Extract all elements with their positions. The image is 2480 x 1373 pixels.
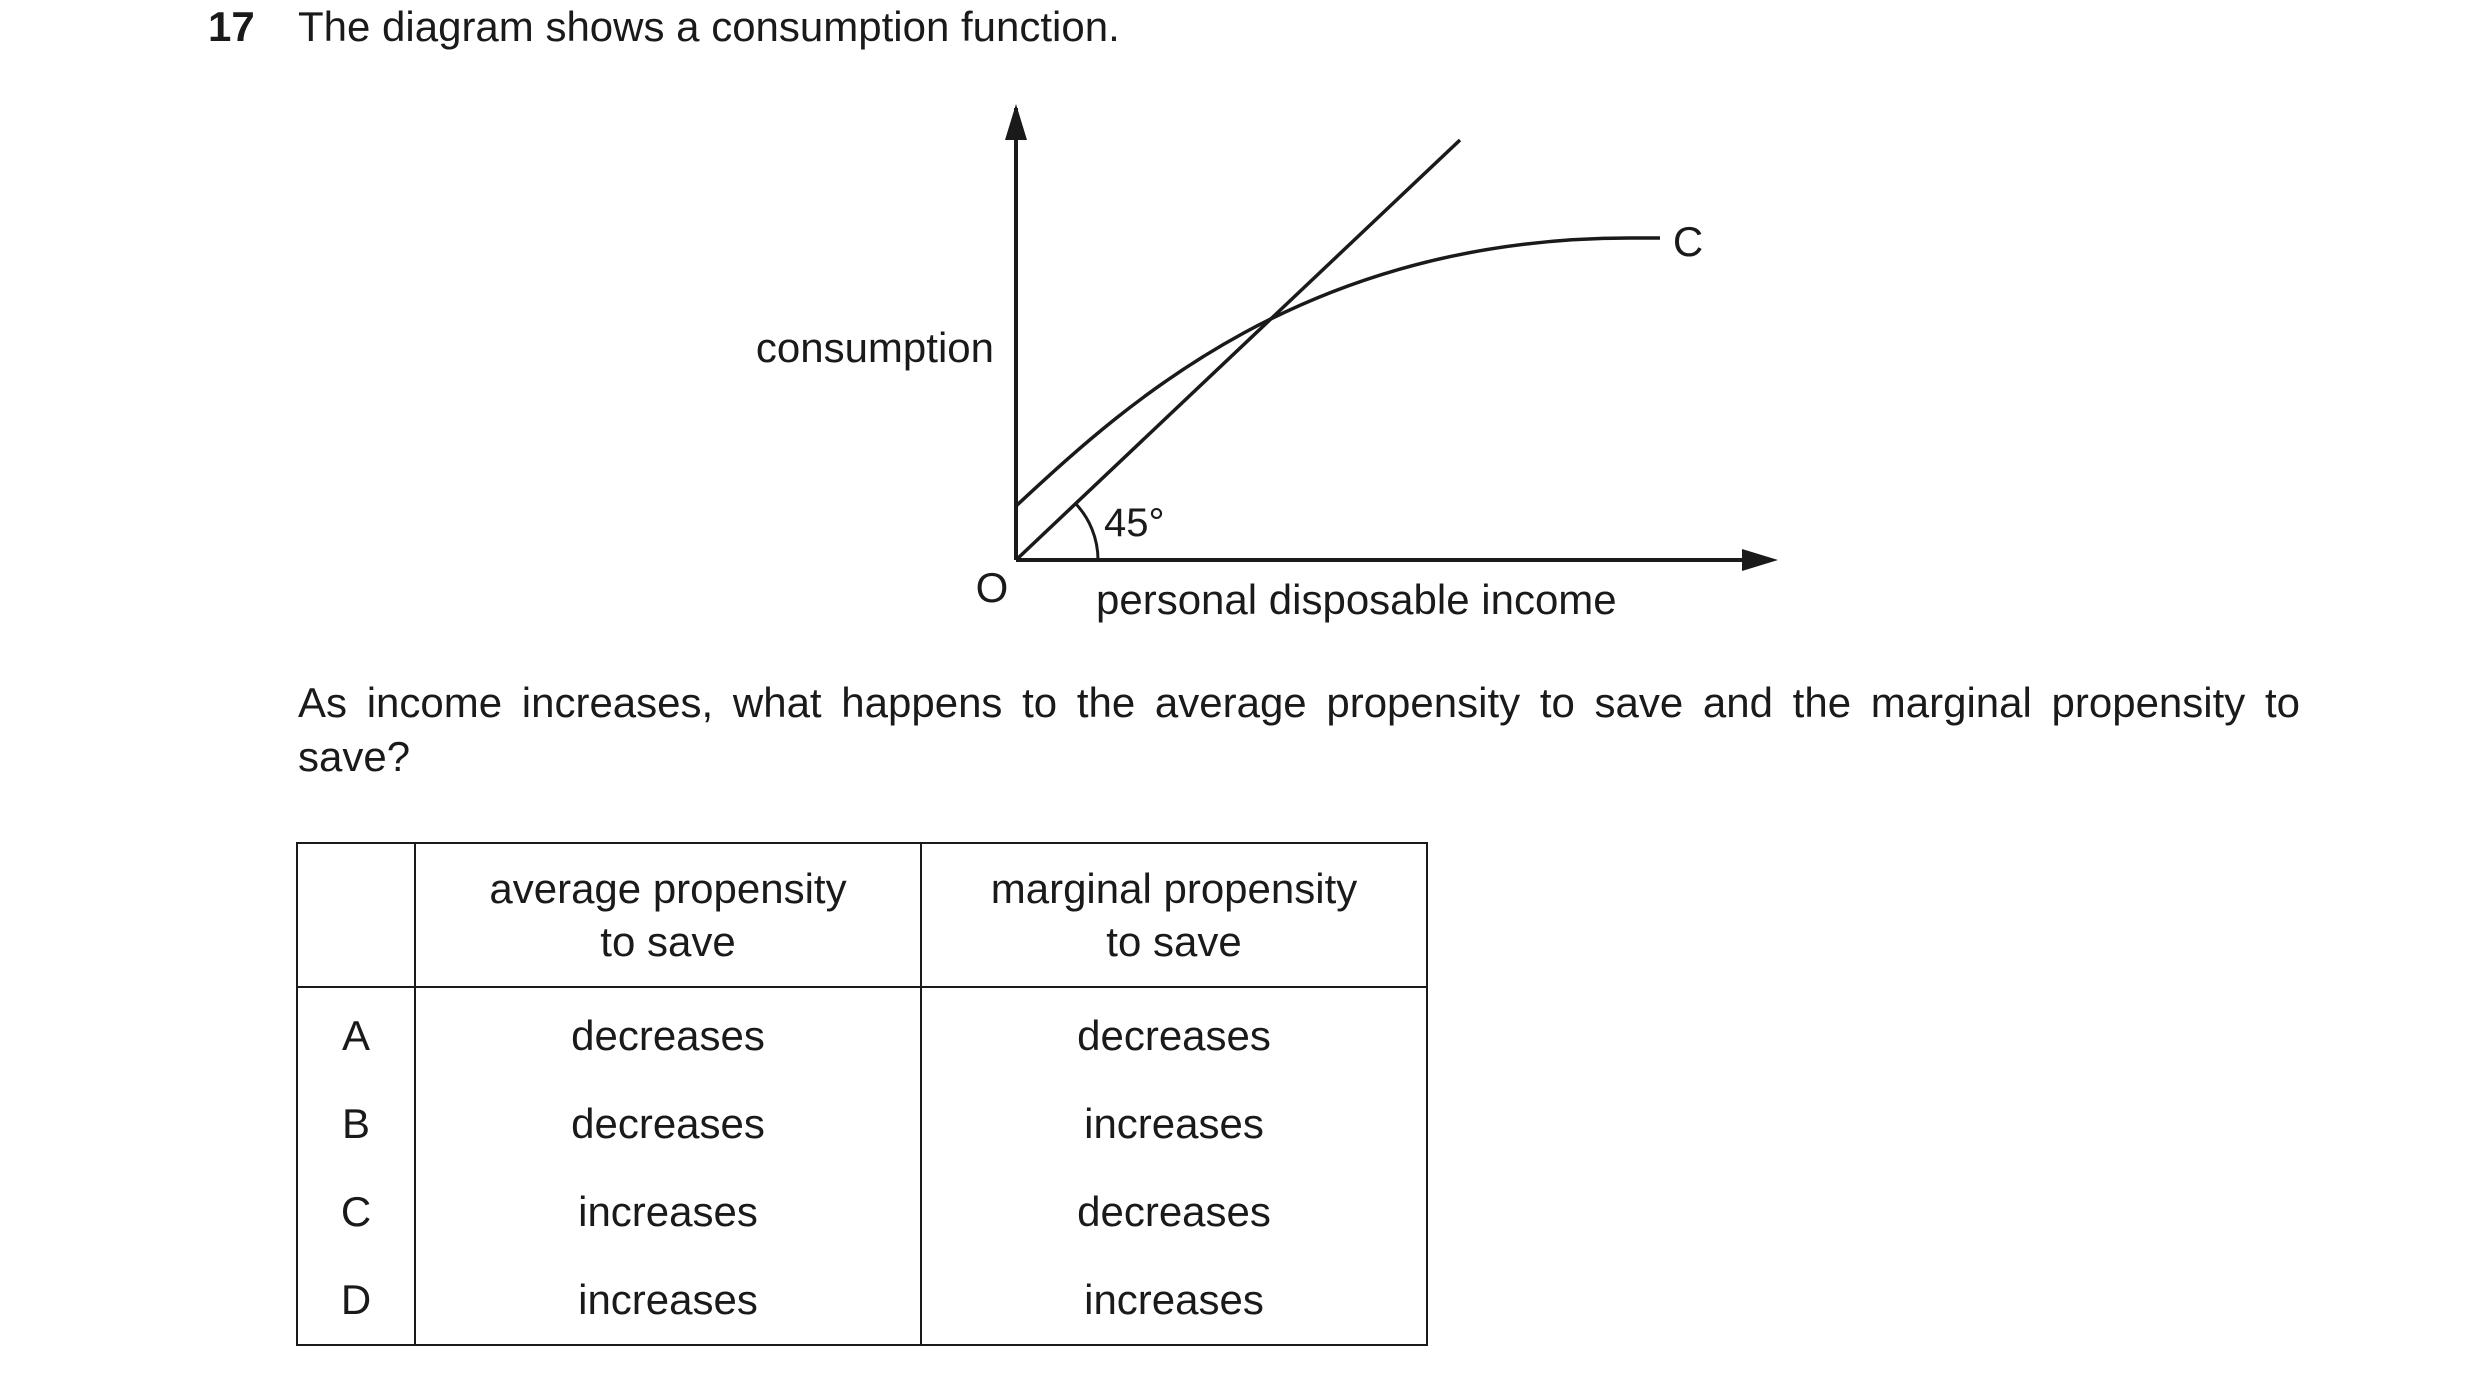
- origin-label: O: [976, 564, 1009, 611]
- header-aps: average propensity to save: [414, 842, 922, 988]
- question-number: 17: [208, 3, 255, 50]
- option-aps: increases: [414, 1168, 922, 1256]
- option-mps: increases: [920, 1256, 1428, 1346]
- option-mps: decreases: [920, 1168, 1428, 1256]
- answer-options-table: average propensity to save marginal prop…: [296, 842, 1428, 1346]
- question-stem: The diagram shows a consumption function…: [298, 3, 1120, 50]
- table-row: C increases decreases: [296, 1168, 1428, 1256]
- table-header-row: average propensity to save marginal prop…: [296, 842, 1428, 988]
- table-row: A decreases decreases: [296, 987, 1428, 1080]
- option-letter: D: [296, 1256, 416, 1346]
- option-mps: decreases: [920, 987, 1428, 1080]
- header-mps-line-2: to save: [1106, 918, 1242, 965]
- header-mps-line-1: marginal propensity: [990, 865, 1358, 912]
- header-mps: marginal propensity to save: [920, 842, 1428, 988]
- option-aps: decreases: [414, 987, 922, 1080]
- y-axis-arrow-icon: [1005, 104, 1027, 140]
- curve-label: C: [1673, 218, 1703, 265]
- question-prompt: As income increases, what happens to the…: [298, 679, 2300, 780]
- consumption-function-diagram: consumption personal disposable income O…: [756, 104, 1778, 623]
- consumption-curve: [1014, 236, 1660, 508]
- option-letter: A: [296, 987, 416, 1080]
- angle-label: 45°: [1104, 501, 1165, 545]
- option-aps: decreases: [414, 1080, 922, 1168]
- option-letter: B: [296, 1080, 416, 1168]
- table-row: B decreases increases: [296, 1080, 1428, 1168]
- option-letter: C: [296, 1168, 416, 1256]
- table-row: D increases increases: [296, 1256, 1428, 1346]
- x-axis-label: personal disposable income: [1096, 576, 1617, 623]
- header-blank-cell: [296, 842, 416, 988]
- option-mps: increases: [920, 1080, 1428, 1168]
- forty-five-degree-line: [1014, 138, 1462, 562]
- x-axis-arrow-icon: [1742, 549, 1778, 571]
- y-axis-label: consumption: [756, 324, 994, 371]
- option-aps: increases: [414, 1256, 922, 1346]
- header-aps-line-1: average propensity: [489, 865, 847, 912]
- angle-arc: [1073, 501, 1100, 561]
- header-aps-line-2: to save: [600, 918, 736, 965]
